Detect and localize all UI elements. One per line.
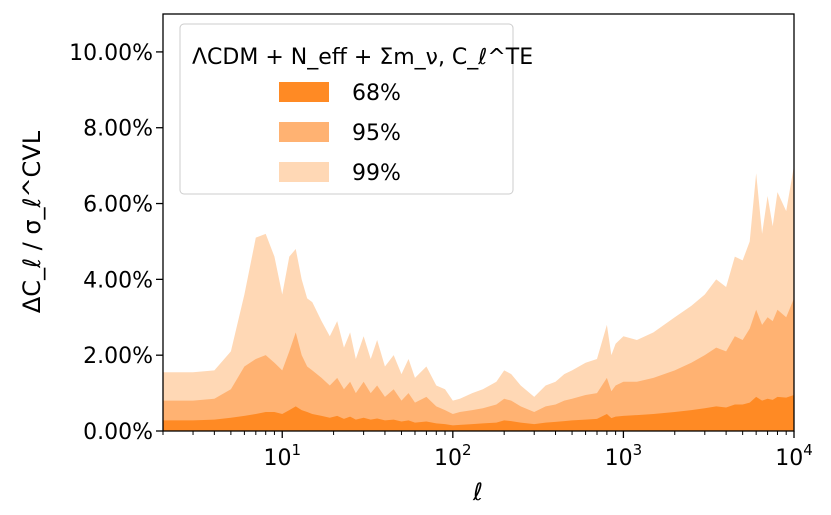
area-68pct <box>163 394 794 431</box>
axis-ticks: 0.00% 2.00% 4.00% 6.00% 8.00% 10.00% 101 102 103… <box>69 41 813 471</box>
legend-label-95pct: 95% <box>352 121 401 146</box>
y-tick-label: 4.00% <box>83 268 153 293</box>
legend-items: 68% 95% 99% <box>279 81 401 186</box>
y-axis-label: ΔC_ℓ / σ_ℓ^CVL <box>18 130 46 313</box>
y-tick-label: 8.00% <box>83 117 153 142</box>
legend-swatch-99pct <box>279 162 329 182</box>
legend-title: ΛCDM + N_eff + Σm_ν, C_ℓ^TE <box>192 45 533 70</box>
legend-label-99pct: 99% <box>352 161 401 186</box>
legend-label-68pct: 68% <box>352 81 401 106</box>
x-tick-label: 101 <box>263 441 301 471</box>
y-tick-label: 2.00% <box>83 344 153 369</box>
y-tick-label: 0.00% <box>83 420 153 445</box>
legend-box <box>179 23 514 195</box>
legend: ΛCDM + N_eff + Σm_ν, C_ℓ^TE 68% 95% 99% <box>179 23 533 195</box>
x-tick-label: 104 <box>775 441 813 471</box>
plot-frame <box>162 13 795 432</box>
x-tick-label: 103 <box>605 441 643 471</box>
area-95pct <box>163 298 794 431</box>
y-tick-label: 6.00% <box>83 193 153 218</box>
legend-swatch-95pct <box>279 122 329 142</box>
y-tick-label: 10.00% <box>69 41 153 66</box>
area-99pct <box>163 165 794 432</box>
legend-swatch-68pct <box>279 82 329 102</box>
x-tick-label: 102 <box>434 441 472 471</box>
plot-areas <box>163 165 794 432</box>
x-axis-label: ℓ <box>472 478 483 506</box>
